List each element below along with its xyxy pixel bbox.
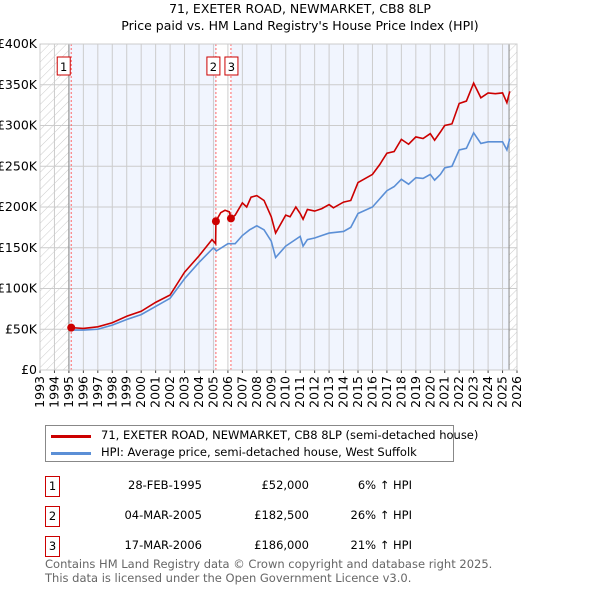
sale-marker-label: 2 [210, 60, 217, 74]
x-tick-label: 2026 [509, 376, 524, 408]
x-tick-label: 2001 [148, 376, 163, 408]
legend-swatch-property [51, 435, 91, 438]
x-tick-label: 2016 [364, 376, 379, 408]
hpi-line [71, 131, 511, 331]
x-tick-label: 2014 [336, 376, 351, 408]
x-tick-label: 2017 [379, 376, 394, 408]
x-tick-label: 2007 [234, 376, 249, 408]
x-tick-label: 1994 [46, 376, 61, 408]
sale-date: 04-MAR-2005 [124, 508, 202, 522]
y-tick-label: £400K [0, 36, 38, 51]
sale-hpi-change: 6% ↑ HPI [357, 478, 412, 492]
y-tick-label: £150K [0, 240, 38, 255]
x-tick-label: 2021 [437, 376, 452, 408]
x-tick-label: 2020 [422, 376, 437, 408]
sale-date: 28-FEB-1995 [128, 478, 202, 492]
sale-price: £182,500 [254, 508, 309, 522]
sale-point [226, 214, 235, 223]
sale-marker-box [56, 56, 71, 76]
legend-label-property: 71, EXETER ROAD, NEWMARKET, CB8 8LP (sem… [101, 428, 479, 442]
y-tick-label: £0 [21, 362, 37, 377]
x-tick-label: 2000 [133, 376, 148, 408]
sale-hpi-change: 21% ↑ HPI [350, 538, 412, 552]
footer-line-1: Contains HM Land Registry data © Crown c… [45, 557, 493, 571]
x-tick-label: 1993 [32, 376, 47, 408]
x-tick-label: 2004 [191, 376, 206, 408]
x-tick-label: 2019 [408, 376, 423, 408]
y-tick-label: £250K [0, 158, 38, 173]
x-tick-label: 2002 [162, 376, 177, 408]
sale-marker-label: 3 [228, 60, 235, 74]
footer-line-2: This data is licensed under the Open Gov… [45, 571, 412, 585]
sale-marker-label: 1 [60, 60, 67, 74]
sale-number: 3 [45, 536, 60, 557]
plot-border [39, 43, 518, 371]
y-tick-label: £350K [0, 77, 38, 92]
sale-marker-box [206, 56, 221, 76]
sale-number: 2 [45, 506, 60, 527]
x-tick-label: 2010 [278, 376, 293, 408]
x-tick-label: 1995 [61, 376, 76, 408]
legend-swatch-hpi [51, 452, 91, 455]
sale-row: 2 04-MAR-2005 £182,500 26% ↑ HPI [45, 506, 465, 527]
y-tick-label: £200K [0, 199, 38, 214]
sale-marker-box [224, 56, 239, 76]
sale-number: 1 [45, 476, 60, 497]
x-tick-label: 2023 [466, 376, 481, 408]
x-tick-label: 2005 [205, 376, 220, 408]
x-tick-label: 2009 [263, 376, 278, 408]
x-tick-label: 2015 [350, 376, 365, 408]
plot-area: £0 £50K £100K £150K £200K £250K £300K £350K £400… [0, 36, 524, 408]
x-tick-label: 1997 [90, 376, 105, 408]
x-tick-label: 2012 [307, 376, 322, 408]
price-paid-line [71, 81, 511, 330]
x-tick-label: 1996 [75, 376, 90, 408]
sale-row: 3 17-MAR-2006 £186,000 21% ↑ HPI [45, 536, 465, 557]
x-tick-label: 2022 [451, 376, 466, 408]
x-tick-label: 1998 [104, 376, 119, 408]
chart-title: 71, EXETER ROAD, NEWMARKET, CB8 8LP [169, 1, 431, 16]
x-tick-label: 1999 [119, 376, 134, 408]
sale-point [211, 217, 220, 226]
y-tick-label: £100K [0, 281, 38, 296]
x-tick-label: 2013 [321, 376, 336, 408]
sale-price: £52,000 [261, 478, 309, 492]
y-tick-label: £300K [0, 118, 38, 133]
sale-hpi-change: 26% ↑ HPI [350, 508, 412, 522]
x-tick-label: 2003 [177, 376, 192, 408]
x-tick-label: 2018 [393, 376, 408, 408]
sale-row: 1 28-FEB-1995 £52,000 6% ↑ HPI [45, 476, 465, 497]
sale-point [67, 323, 76, 332]
x-tick-label: 2008 [249, 376, 264, 408]
sale-date: 17-MAR-2006 [124, 538, 202, 552]
legend: 71, EXETER ROAD, NEWMARKET, CB8 8LP (sem… [45, 425, 478, 462]
legend-label-hpi: HPI: Average price, semi-detached house,… [101, 445, 417, 459]
x-tick-label: 2024 [480, 376, 495, 408]
x-tick-label: 2006 [220, 376, 235, 408]
sale-price: £186,000 [254, 538, 309, 552]
chart-subtitle: Price paid vs. HM Land Registry's House … [121, 18, 479, 33]
x-tick-label: 2025 [495, 376, 510, 408]
y-tick-label: £50K [5, 321, 38, 336]
x-tick-label: 2011 [292, 376, 307, 408]
